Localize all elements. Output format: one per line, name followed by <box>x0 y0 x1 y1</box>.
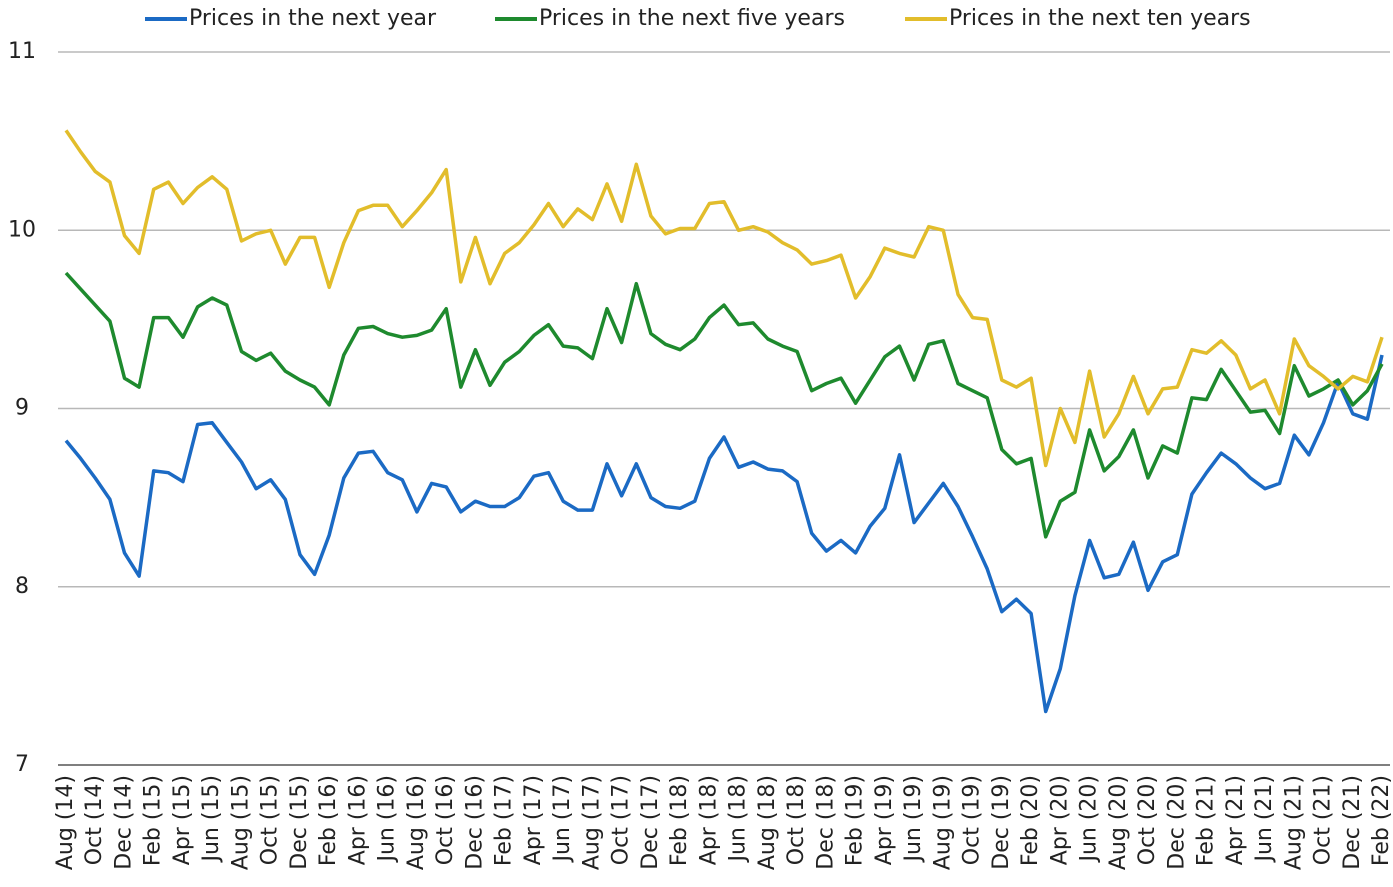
x-tick-label: Dec (19) <box>989 775 1014 870</box>
x-tick-label: Apr (21) <box>1223 775 1248 865</box>
x-tick-label: Oct (19) <box>960 775 985 865</box>
x-tick-label: Oct (16) <box>433 775 458 865</box>
x-tick-label: Aug (20) <box>1106 775 1131 870</box>
y-tick-label: 10 <box>8 217 36 242</box>
line-series <box>64 271 1384 539</box>
x-tick-label: Apr (15) <box>170 775 195 865</box>
x-tick-label: Jun (21) <box>1252 775 1277 864</box>
x-tick-label: Dec (17) <box>638 775 663 870</box>
x-tick-label: Jun (18) <box>726 775 751 864</box>
x-tick-label: Oct (17) <box>609 775 634 865</box>
x-tick-label: Feb (19) <box>843 775 868 866</box>
x-tick-label: Aug (19) <box>930 775 955 870</box>
x-tick-label: Apr (16) <box>345 775 370 865</box>
line-series <box>64 129 1384 468</box>
x-tick-label: Feb (22) <box>1369 775 1393 866</box>
y-tick-label: 11 <box>8 39 36 64</box>
legend-label: Prices in the next five years <box>539 6 845 31</box>
x-tick-label: Dec (16) <box>462 775 487 870</box>
x-tick-label: Dec (20) <box>1164 775 1189 870</box>
x-tick-label: Aug (17) <box>579 775 604 870</box>
x-tick-label: Apr (17) <box>521 775 546 865</box>
x-tick-label: Aug (15) <box>228 775 253 870</box>
x-tick-label: Feb (20) <box>1018 775 1043 866</box>
x-tick-label: Feb (18) <box>667 775 692 866</box>
x-tick-label: Aug (18) <box>755 775 780 870</box>
x-tick-label: Apr (20) <box>1047 775 1072 865</box>
x-tick-label: Oct (15) <box>258 775 283 865</box>
y-tick-label: 9 <box>15 396 29 421</box>
x-tick-label: Jun (16) <box>375 775 400 864</box>
x-tick-label: Oct (21) <box>1311 775 1336 865</box>
x-tick-label: Jun (20) <box>1077 775 1102 864</box>
legend-label: Prices in the next year <box>189 6 437 31</box>
x-tick-label: Apr (19) <box>872 775 897 865</box>
x-tick-label: Jun (17) <box>550 775 575 864</box>
y-tick-label: 7 <box>15 752 29 777</box>
x-tick-label: Dec (21) <box>1340 775 1365 870</box>
x-tick-label: Oct (20) <box>1135 775 1160 865</box>
x-tick-label: Jun (19) <box>901 775 926 864</box>
x-tick-label: Feb (21) <box>1194 775 1219 866</box>
x-tick-label: Feb (17) <box>492 775 517 866</box>
x-tick-label: Feb (16) <box>316 775 341 866</box>
x-tick-label: Apr (18) <box>696 775 721 865</box>
x-tick-label: Dec (15) <box>287 775 312 870</box>
x-tick-label: Jun (15) <box>199 775 224 864</box>
x-tick-label: Aug (16) <box>404 775 429 870</box>
y-tick-label: 8 <box>15 574 29 599</box>
x-tick-label: Dec (14) <box>111 775 136 870</box>
x-tick-label: Aug (14) <box>53 775 78 870</box>
x-tick-label: Aug (21) <box>1281 775 1306 870</box>
x-tick-label: Dec (18) <box>813 775 838 870</box>
x-tick-label: Feb (15) <box>141 775 166 866</box>
x-tick-label: Oct (18) <box>784 775 809 865</box>
x-tick-label: Oct (14) <box>82 775 107 865</box>
line-series <box>64 354 1384 714</box>
legend-label: Prices in the next ten years <box>949 6 1251 31</box>
